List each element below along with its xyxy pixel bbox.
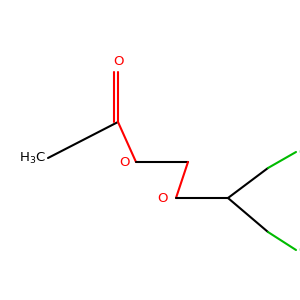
Text: O: O xyxy=(113,55,123,68)
Text: O: O xyxy=(119,157,130,169)
Text: Cl: Cl xyxy=(298,244,300,256)
Text: $\mathregular{H_3C}$: $\mathregular{H_3C}$ xyxy=(19,150,46,166)
Text: O: O xyxy=(158,193,168,206)
Text: Cl: Cl xyxy=(298,146,300,158)
